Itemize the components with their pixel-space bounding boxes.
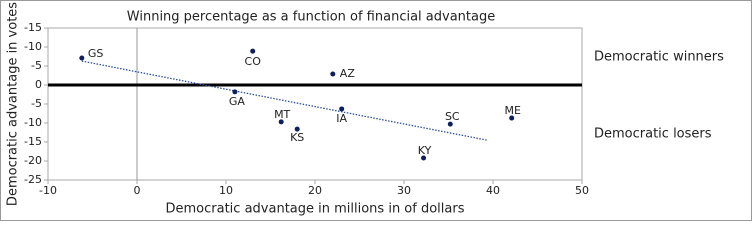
point	[250, 48, 256, 54]
y-tick-label: -20	[24, 154, 42, 167]
point	[294, 126, 300, 132]
point-label: AZ	[340, 67, 356, 80]
point	[278, 119, 284, 125]
point-label: ME	[504, 104, 520, 117]
point-label: IA	[336, 112, 347, 125]
point	[421, 155, 427, 161]
chart: Winning percentage as a function of fina…	[0, 0, 752, 221]
x-tick-label: 20	[308, 184, 322, 197]
x-tick-label: 0	[134, 184, 141, 197]
y-tick-label: -10	[24, 116, 42, 129]
point-label: GS	[88, 47, 104, 60]
point-label: GA	[229, 95, 246, 108]
x-tick-label: 40	[486, 184, 500, 197]
y-tick-label: 0	[35, 78, 42, 91]
y-tick-label: -25	[24, 173, 42, 186]
y-tick-label: -5	[31, 97, 42, 110]
x-tick-label: 30	[397, 184, 411, 197]
point-label: KY	[418, 144, 432, 157]
y-tick-label: -5	[31, 59, 42, 72]
point-label: CO	[245, 55, 262, 68]
y-tick-label: -10	[24, 40, 42, 53]
point-label: KS	[290, 131, 304, 144]
x-tick-label: 50	[575, 184, 589, 197]
x-tick-label: 10	[219, 184, 233, 197]
point	[447, 121, 453, 127]
point	[339, 106, 345, 112]
frame	[0, 0, 752, 221]
annotation: Democratic losers	[594, 127, 712, 142]
annotation: Democratic winners	[594, 50, 724, 65]
x-axis-label: Democratic advantage in millions in of d…	[166, 202, 465, 217]
chart-title: Winning percentage as a function of fina…	[127, 10, 495, 25]
y-tick-label: -15	[24, 21, 42, 34]
point-label: SC	[445, 110, 460, 123]
y-tick-label: -15	[24, 135, 42, 148]
point	[232, 89, 238, 95]
point-label: MT	[274, 108, 290, 121]
point	[79, 55, 85, 61]
point	[509, 115, 515, 121]
x-tick-label: -10	[39, 184, 57, 197]
y-axis-label: Democratic advantage in votes	[6, 2, 21, 206]
point	[330, 71, 336, 77]
